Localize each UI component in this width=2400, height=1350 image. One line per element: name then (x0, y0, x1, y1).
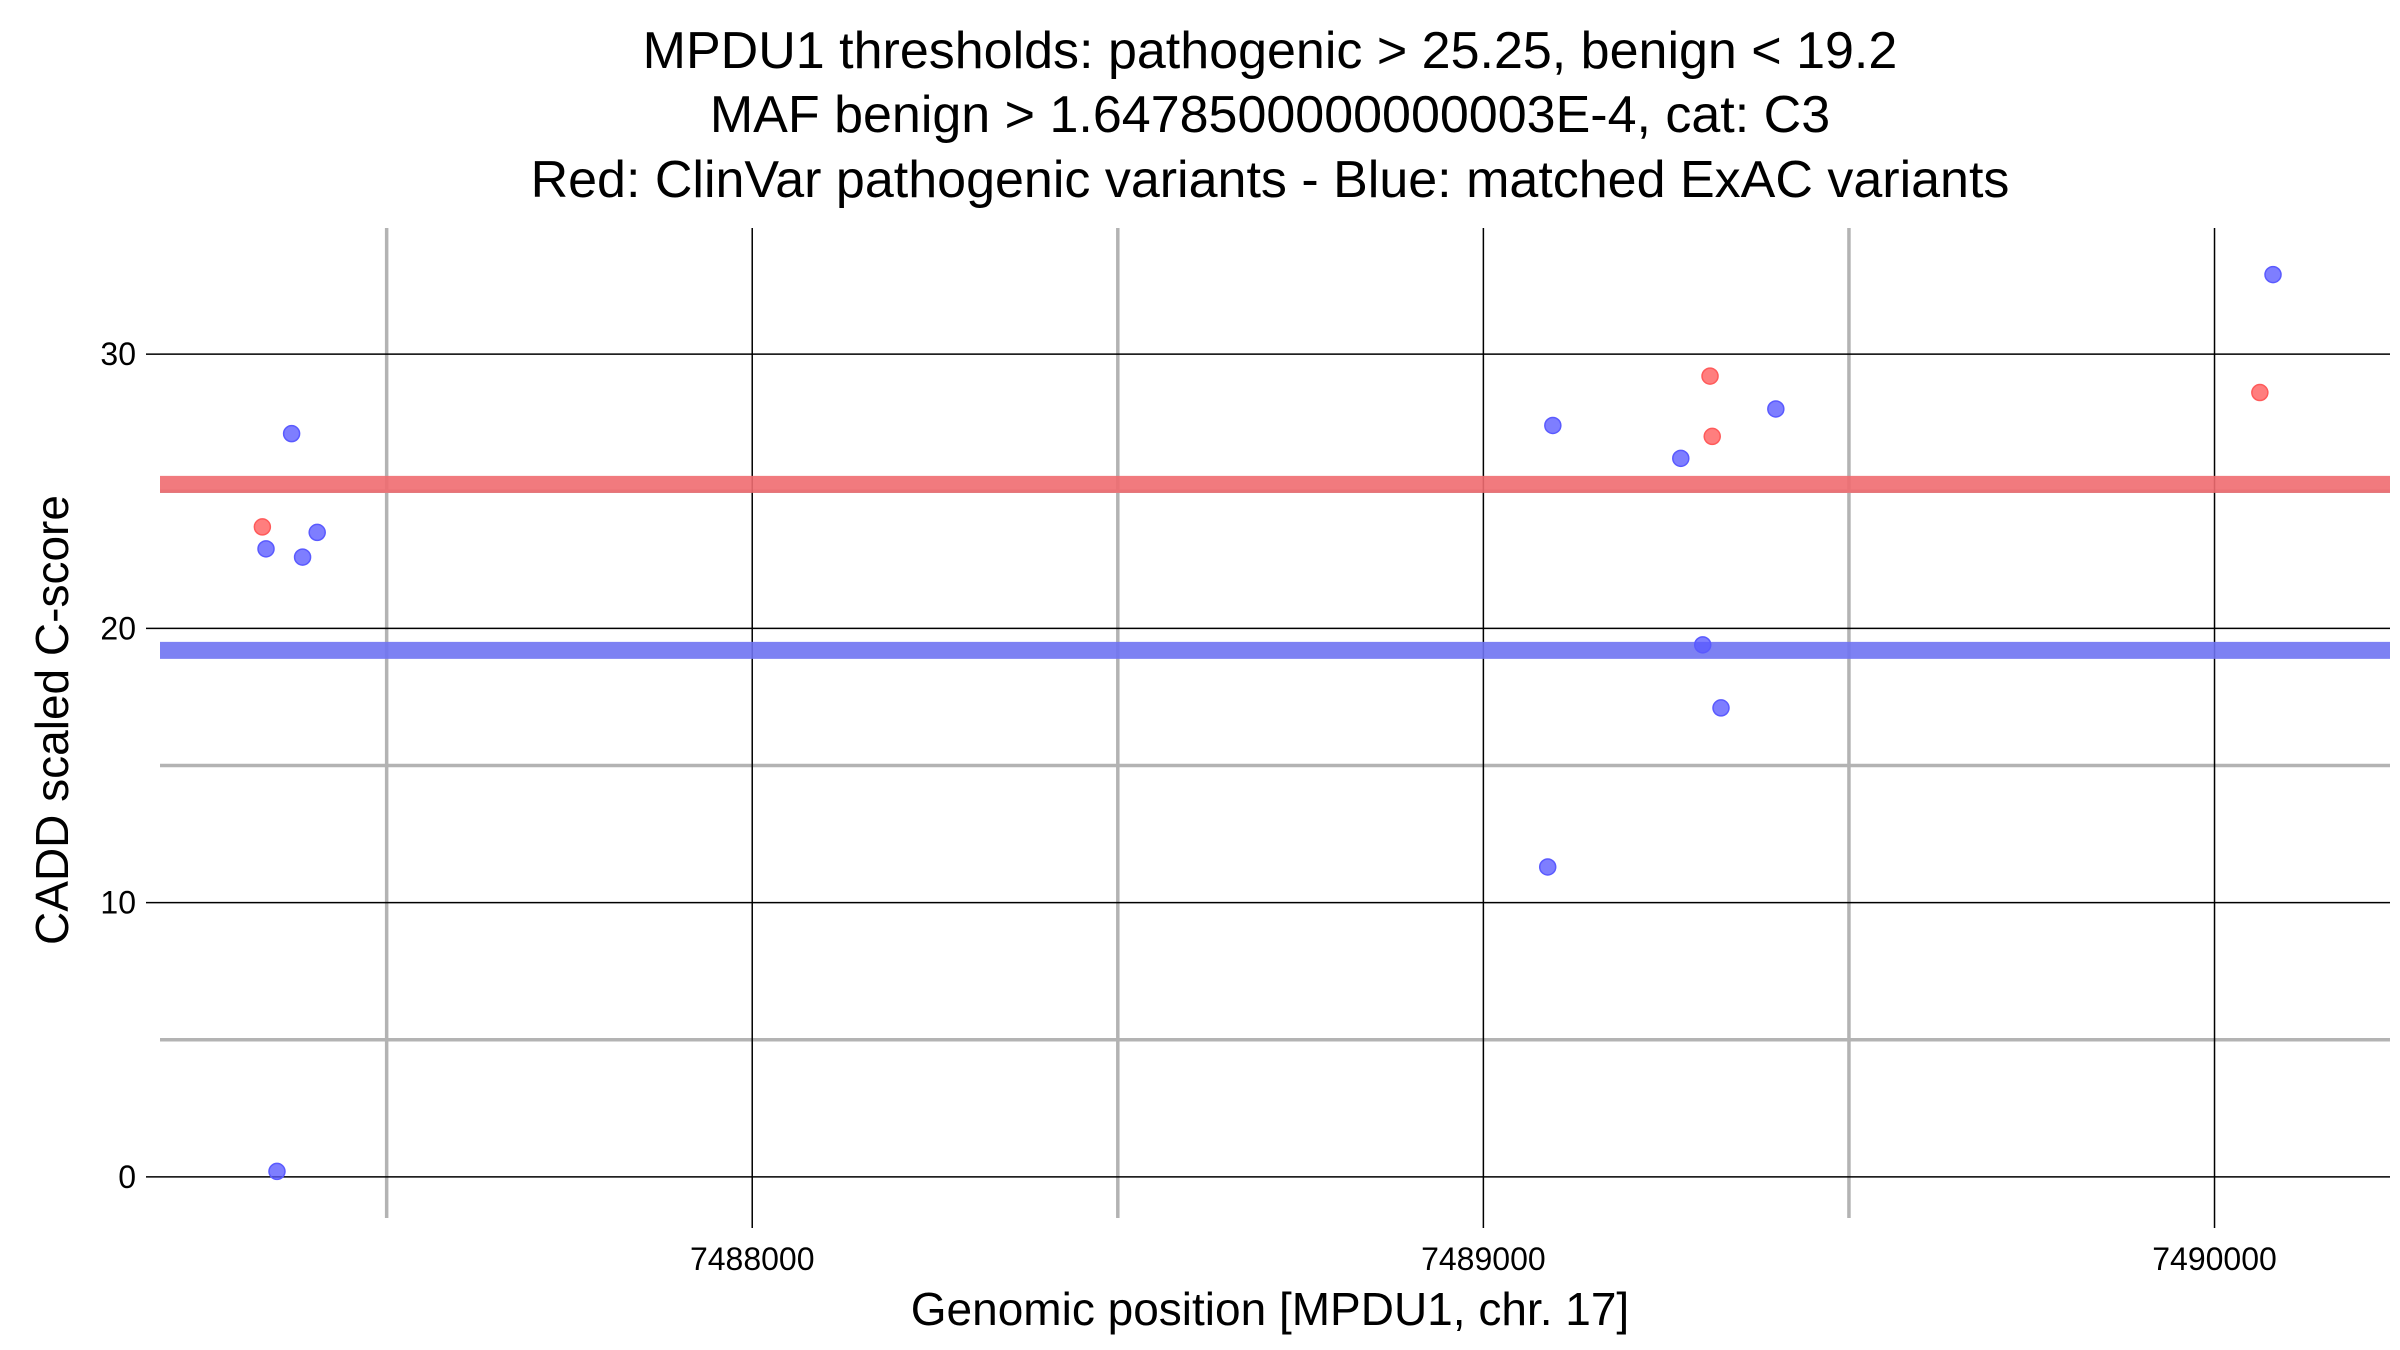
exac-matched-point (257, 540, 275, 558)
title-line-1: MPDU1 thresholds: pathogenic > 25.25, be… (643, 22, 1898, 80)
exac-matched-point (308, 523, 326, 542)
y-tick-label: 0 (118, 1159, 136, 1195)
exac-matched-point (1672, 449, 1690, 468)
chart-title: MPDU1 thresholds: pathogenic > 25.25, be… (531, 22, 2010, 209)
x-tick-label: 7490000 (2152, 1241, 2277, 1277)
exac-matched-point (268, 1162, 286, 1181)
exac-matched-point (1712, 699, 1730, 717)
y-tick-label: 20 (100, 610, 136, 646)
exac-matched-point (1693, 636, 1712, 654)
x-axis-label: Genomic position [MPDU1, chr. 17] (911, 1283, 1629, 1335)
y-tick-label: 10 (100, 885, 136, 921)
exac-matched-point (282, 424, 301, 443)
threshold-lines (160, 475, 2390, 659)
title-line-2: MAF benign > 1.6478500000000003E-4, cat:… (710, 86, 1830, 144)
exac-matched-point (1544, 416, 1562, 435)
x-tick-label: 7489000 (1421, 1241, 1546, 1277)
clinvar-pathogenic-point (1703, 427, 1721, 446)
data-points (253, 265, 2282, 1181)
exac-matched-point (293, 548, 312, 566)
title-line-3: Red: ClinVar pathogenic variants - Blue:… (531, 151, 2010, 209)
clinvar-pathogenic-point (1701, 367, 1719, 385)
exac-matched-point (1538, 858, 1557, 876)
exac-matched-point (2264, 265, 2282, 284)
clinvar-pathogenic-point (2251, 383, 2269, 402)
axis-ticks: 7488000 7489000 7490000 0 10 20 30 (100, 336, 2276, 1277)
y-axis-label: CADD scaled C-score (26, 495, 78, 945)
grid-lines (160, 228, 2390, 1218)
y-tick-label: 30 (100, 336, 136, 372)
exac-matched-point (1767, 400, 1785, 418)
x-tick-label: 7488000 (690, 1241, 815, 1277)
clinvar-pathogenic-point (253, 518, 272, 536)
